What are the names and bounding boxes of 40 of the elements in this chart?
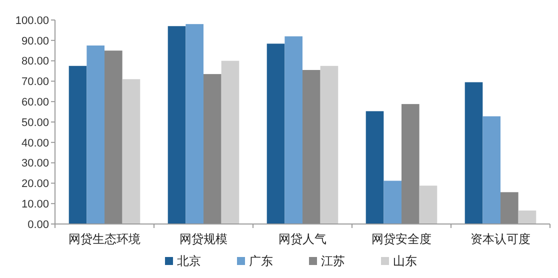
bar	[302, 70, 320, 224]
x-tick-label: 网贷安全度	[372, 232, 432, 246]
legend-label: 山东	[393, 254, 417, 268]
bar	[168, 26, 186, 224]
bar	[68, 66, 87, 224]
y-tick-label: 50.00	[21, 116, 49, 129]
y-tick-label: 90.00	[21, 35, 49, 48]
bar	[86, 46, 104, 224]
y-tick-label: 10.00	[21, 198, 49, 210]
x-tick-label: 网贷规模	[180, 232, 228, 246]
legend-label: 江苏	[321, 254, 345, 268]
x-tick-label: 网贷人气	[278, 232, 326, 246]
bar	[402, 104, 420, 224]
y-tick-label: 30.00	[21, 158, 49, 170]
bar	[204, 74, 222, 224]
bar	[221, 60, 240, 224]
bar	[284, 36, 302, 224]
bar	[122, 79, 140, 224]
bar	[186, 24, 204, 224]
bar	[518, 210, 536, 224]
bar	[266, 44, 285, 224]
legend-label: 广东	[249, 254, 273, 268]
legend-label: 北京	[177, 254, 201, 268]
y-tick-label: 100.00	[15, 14, 49, 27]
y-tick-label: 40.00	[21, 137, 49, 150]
bar	[104, 50, 122, 224]
y-tick-label: 60.00	[21, 96, 49, 108]
x-tick-label: 资本认可度	[470, 232, 530, 246]
y-tick-label: 0.00	[28, 218, 49, 231]
bar	[464, 82, 483, 224]
y-tick-label: 70.00	[21, 76, 49, 88]
bar	[384, 180, 402, 224]
bar	[500, 192, 518, 224]
y-tick-label: 80.00	[21, 56, 49, 68]
bar	[366, 111, 384, 224]
x-tick-label: 网贷生态环境	[68, 232, 140, 246]
y-tick-label: 20.00	[21, 178, 49, 190]
bar	[419, 186, 438, 224]
bar	[320, 66, 338, 224]
bar	[482, 116, 500, 224]
